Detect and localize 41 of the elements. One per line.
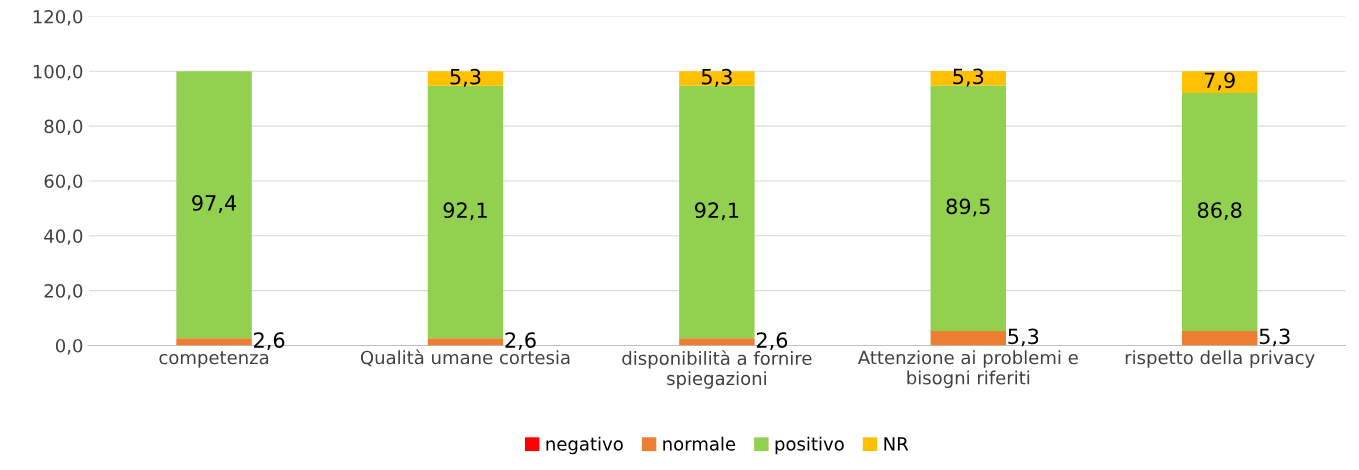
data-label: 89,5: [946, 198, 990, 217]
data-label: 86,8: [1197, 202, 1242, 221]
legend-label: normale: [663, 436, 736, 451]
data-label: 5,3: [1008, 328, 1039, 347]
x-tick-label: competenza: [159, 351, 269, 368]
bar: [1181, 330, 1258, 346]
y-tick-label: 0,0: [55, 338, 83, 355]
y-tick-label: 100,0: [33, 64, 83, 81]
data-label: 2,6: [505, 332, 536, 351]
x-tick-label: Qualità umane cortesia: [360, 349, 570, 367]
data-label: 2,6: [254, 332, 285, 351]
bar: [1181, 71, 1258, 93]
legend-label: negativo: [546, 436, 623, 455]
bar: [427, 338, 504, 346]
y-tick-label: 40,0: [44, 229, 83, 245]
data-label: 5,3: [701, 68, 732, 87]
data-label: 5,3: [450, 68, 481, 87]
bar: [930, 330, 1006, 346]
bar: [176, 338, 252, 346]
y-tick-label: 20,0: [44, 284, 83, 300]
data-label: 7,9: [1204, 72, 1235, 91]
x-tick-label: disponibilità a fornire spiegazioni: [622, 350, 812, 389]
bar: [930, 85, 1006, 331]
data-label: 97,4: [192, 195, 237, 213]
bar: [1181, 92, 1258, 331]
data-label: 92,1: [694, 202, 739, 221]
y-tick-label: 80,0: [44, 119, 83, 136]
legend-label: positivo: [775, 436, 844, 455]
data-label: 5,3: [953, 68, 984, 87]
data-label: 5,3: [1259, 328, 1290, 347]
bar: [679, 85, 755, 339]
data-label: 92,1: [443, 202, 487, 221]
legend-label: NR: [884, 437, 909, 451]
x-tick-label: rispetto della privacy: [1125, 350, 1315, 368]
x-tick-label: Attenzione ai problemi e bisogni riferiti: [857, 350, 1078, 388]
data-label: 2,6: [756, 332, 788, 351]
y-tick-label: 60,0: [44, 174, 83, 190]
y-tick-label: 120,0: [33, 9, 83, 26]
bar: [679, 338, 755, 346]
bar: [176, 71, 252, 339]
bar: [427, 85, 504, 339]
